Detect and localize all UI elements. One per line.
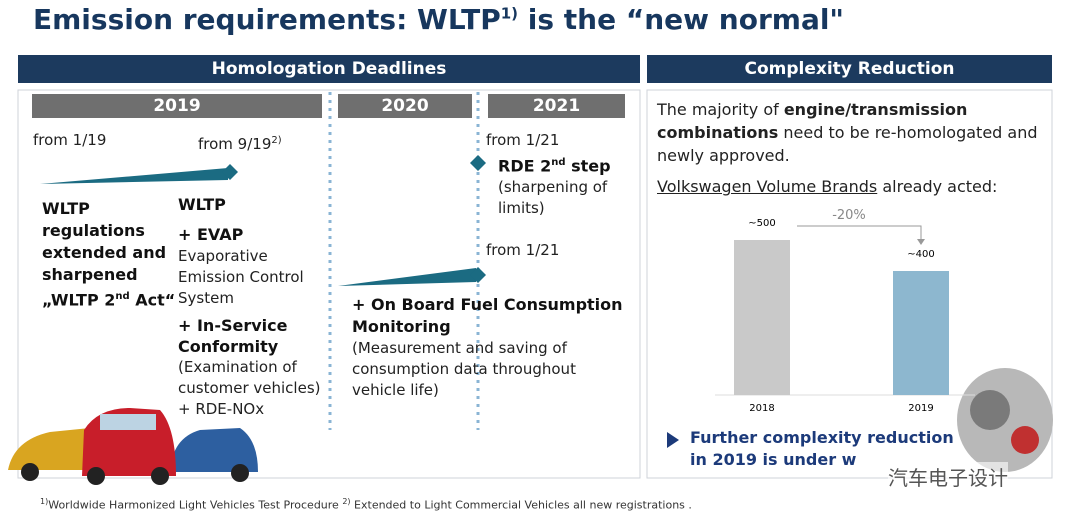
watermark: 汽车电子设计 bbox=[888, 462, 1008, 491]
engine-illustration bbox=[957, 368, 1053, 472]
year-label: 2020 bbox=[338, 94, 472, 118]
line: System bbox=[178, 289, 234, 307]
paragraph: The majority of engine/transmission comb… bbox=[657, 98, 1038, 198]
title-sup: 1) bbox=[500, 4, 519, 23]
line: „WLTP 2nd Act“ bbox=[42, 286, 175, 311]
value-label: ~400 bbox=[907, 249, 934, 260]
value-label: ~500 bbox=[748, 218, 775, 229]
footnote: 1)Worldwide Harmonized Light Vehicles Te… bbox=[40, 497, 692, 512]
title-text: is the “new normal" bbox=[518, 3, 845, 36]
text: Worldwide Harmonized Light Vehicles Test… bbox=[48, 498, 343, 512]
line: customer vehicles) bbox=[178, 379, 321, 397]
line: + On Board Fuel Consumption bbox=[352, 295, 623, 314]
date: from 1/21 bbox=[486, 131, 560, 149]
right-panel bbox=[646, 89, 1053, 479]
section-header: Complexity Reduction bbox=[647, 55, 1052, 83]
date: from 9/192) bbox=[198, 130, 282, 155]
line: combinations need to be re-homologated a… bbox=[657, 121, 1038, 144]
text: combinations bbox=[657, 123, 779, 142]
text: already acted: bbox=[877, 177, 998, 196]
milestone: WLTP regulations extended and sharpened … bbox=[42, 198, 175, 311]
timeline-wedge bbox=[40, 168, 228, 184]
text: „WLTP 2 bbox=[42, 290, 116, 310]
x-tick-label: 2018 bbox=[749, 403, 774, 414]
left-panel bbox=[17, 89, 641, 479]
line: + RDE-NOx bbox=[178, 400, 265, 418]
section-header: Homologation Deadlines bbox=[18, 55, 640, 83]
change-arrow bbox=[797, 225, 922, 241]
line: + In-Service bbox=[178, 316, 288, 335]
x-tick-label: 2019 bbox=[908, 403, 933, 414]
date: from 1/21 bbox=[486, 241, 560, 259]
line: (sharpening of bbox=[498, 178, 608, 197]
milestone: RDE 2nd step (sharpening of limits) bbox=[498, 152, 611, 219]
sup: nd bbox=[115, 291, 130, 302]
line: sharpened bbox=[42, 265, 138, 284]
cars bbox=[8, 408, 258, 485]
text: Volkswagen Volume Brands bbox=[657, 177, 878, 196]
line: Conformity bbox=[178, 337, 279, 356]
line: extended and bbox=[42, 243, 167, 262]
title-text: Emission requirements: WLTP bbox=[33, 3, 501, 36]
conclusion: Further complexity reduction in 2019 is … bbox=[690, 427, 954, 471]
date-text: from 9/19 bbox=[198, 135, 272, 153]
line: newly approved. bbox=[657, 146, 790, 165]
bullet bbox=[667, 432, 679, 448]
sup: nd bbox=[551, 157, 566, 168]
change-label: -20% bbox=[832, 208, 866, 223]
line: in 2019 is under w bbox=[690, 450, 857, 469]
text: need to be re-homologated and bbox=[778, 123, 1038, 142]
sup: 1) bbox=[40, 497, 49, 506]
line: Evaporative bbox=[178, 247, 268, 265]
line: limits) bbox=[498, 199, 545, 218]
line: The majority of engine/transmission bbox=[657, 98, 1038, 121]
year-label: 2021 bbox=[488, 94, 625, 118]
year-label: 2019 bbox=[32, 94, 322, 118]
text: RDE 2 bbox=[498, 156, 552, 176]
timeline-wedge bbox=[338, 268, 476, 286]
text: step bbox=[565, 156, 611, 176]
line: Volkswagen Volume Brands already acted: bbox=[657, 175, 1038, 198]
line: RDE 2nd step bbox=[498, 152, 611, 177]
line: regulations bbox=[42, 221, 145, 240]
line: + EVAP bbox=[178, 225, 244, 244]
milestone: WLTP + EVAP Evaporative Emission Control… bbox=[178, 194, 321, 420]
text: engine/transmission bbox=[783, 100, 968, 119]
line: Emission Control bbox=[178, 268, 304, 286]
line: WLTP bbox=[42, 199, 90, 218]
text: Extended to Light Commercial Vehicles al… bbox=[350, 498, 692, 512]
line: vehicle life) bbox=[352, 381, 439, 399]
sup: 2) bbox=[271, 135, 282, 146]
sup: 2) bbox=[342, 497, 351, 506]
title: Emission requirements: WLTP1) is the “ne… bbox=[33, 3, 844, 36]
line: (Measurement and saving of bbox=[352, 339, 567, 357]
milestone: + On Board Fuel Consumption Monitoring (… bbox=[352, 294, 623, 401]
bar bbox=[734, 240, 790, 395]
line: consumption data throughout bbox=[352, 360, 576, 378]
line: Further complexity reduction bbox=[690, 428, 954, 447]
text: The majority of bbox=[657, 100, 784, 119]
arrow-head bbox=[917, 239, 925, 245]
date: from 1/19 bbox=[33, 131, 107, 149]
bar bbox=[893, 271, 949, 395]
diamond bbox=[470, 155, 486, 171]
diamond bbox=[222, 164, 238, 180]
line: Monitoring bbox=[352, 317, 451, 336]
line: WLTP bbox=[178, 195, 226, 214]
line: (Examination of bbox=[178, 358, 297, 376]
diamond bbox=[470, 267, 486, 283]
text: Act“ bbox=[129, 290, 176, 310]
